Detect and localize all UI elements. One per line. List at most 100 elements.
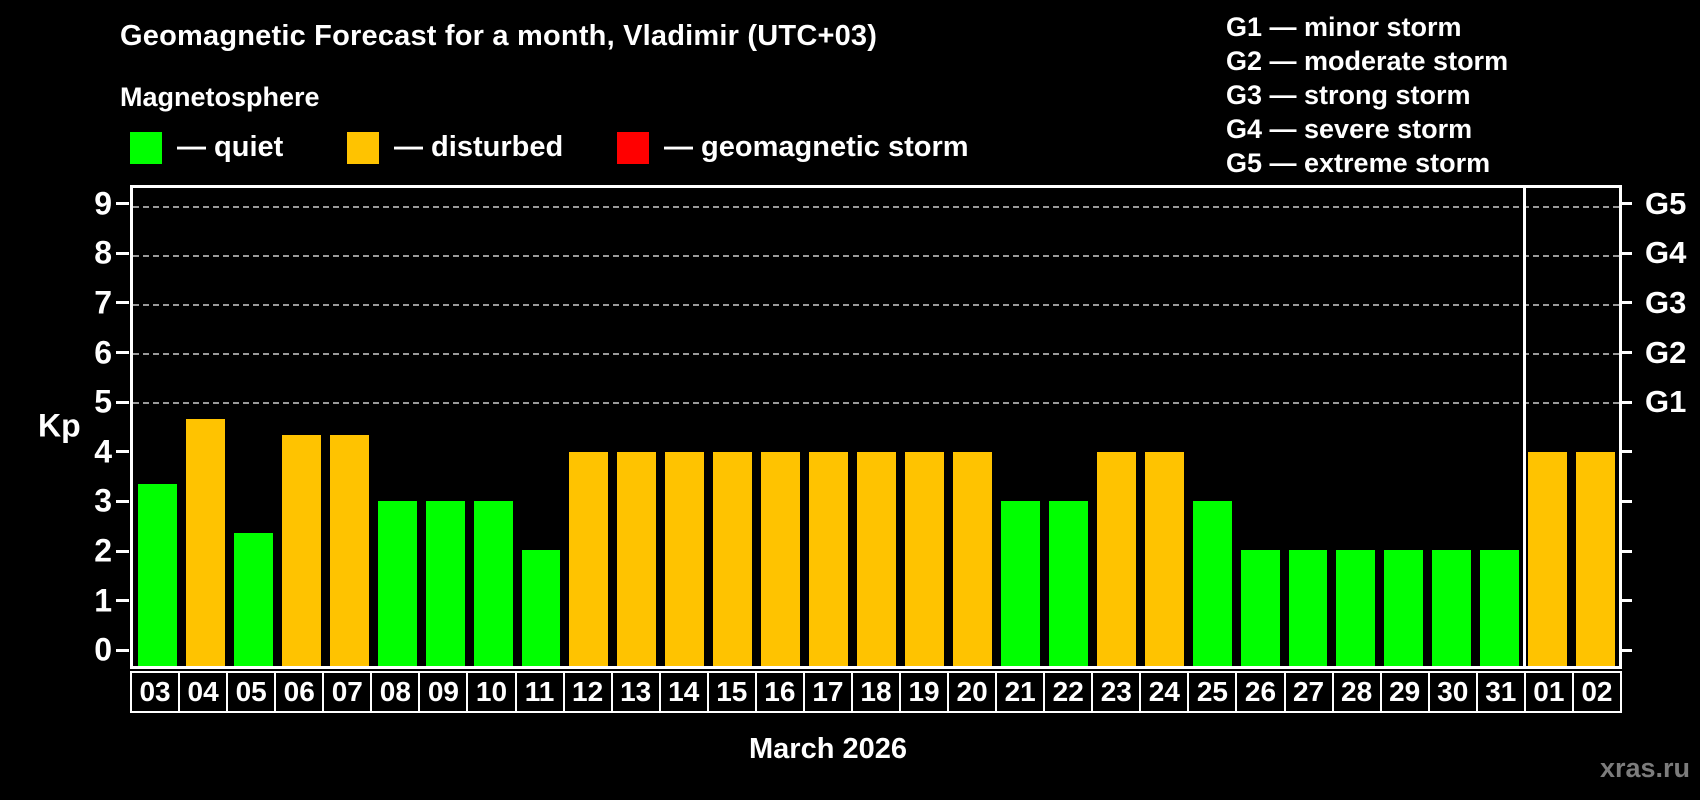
kp-bar-day-25 [1192, 500, 1232, 666]
gridline-kp-7 [133, 304, 1619, 307]
gridline-kp-5 [133, 402, 1619, 405]
kp-bar-day-05 [233, 533, 273, 666]
bar-cell-day-06 [277, 188, 325, 666]
day-label-06: 06 [274, 671, 325, 713]
g-legend-line-g4: G4 — severe storm [1226, 114, 1473, 144]
g-axis-label-g4: G4 [1645, 235, 1687, 271]
day-label-05: 05 [226, 671, 277, 713]
kp-bar-day-03 [138, 484, 177, 666]
kp-bar-day-08 [377, 500, 417, 666]
bar-cell-day-30 [1427, 188, 1475, 666]
g-legend-line-g2: G2 — moderate storm [1226, 46, 1509, 76]
bar-cell-day-02 [1571, 188, 1619, 666]
g-legend-line-g5: G5 — extreme storm [1226, 148, 1491, 178]
g-legend-line-g1: G1 — minor storm [1226, 12, 1462, 42]
right-tick-kp-9 [1619, 202, 1632, 206]
bar-cell-day-19 [900, 188, 948, 666]
kp-bar-day-31 [1480, 549, 1520, 666]
bar-cell-day-11 [517, 188, 565, 666]
left-tick-kp-2 [116, 549, 129, 553]
month-boundary-line [1523, 188, 1527, 666]
right-tick-kp-3 [1619, 499, 1632, 503]
day-label-02: 02 [1571, 671, 1622, 713]
right-tick-kp-0 [1619, 648, 1632, 652]
right-tick-kp-7 [1619, 301, 1632, 305]
kp-bar-day-11 [521, 549, 561, 666]
day-label-28: 28 [1331, 671, 1382, 713]
day-label-22: 22 [1043, 671, 1094, 713]
bar-cell-day-25 [1188, 188, 1236, 666]
day-label-17: 17 [802, 671, 853, 713]
g-axis-label-g3: G3 [1645, 284, 1687, 320]
quiet-color-swatch [130, 131, 162, 164]
y-axis-title: Kp [38, 407, 81, 444]
bar-cell-day-21 [996, 188, 1044, 666]
kp-bars [133, 188, 1619, 666]
day-label-01: 01 [1523, 671, 1574, 713]
day-label-10: 10 [466, 671, 517, 713]
kp-bar-day-27 [1288, 549, 1328, 666]
day-label-19: 19 [899, 671, 950, 713]
kp-bar-day-17 [809, 451, 849, 666]
legend-label-quiet: — quiet [177, 131, 284, 163]
legend-item-disturbed: — disturbed [347, 131, 563, 164]
day-label-21: 21 [995, 671, 1046, 713]
left-tick-kp-1 [116, 599, 129, 603]
bar-cell-day-22 [1044, 188, 1092, 666]
legend-label-disturbed: — disturbed [394, 131, 564, 163]
kp-bar-day-18 [857, 451, 896, 666]
bar-cell-day-01 [1523, 188, 1571, 666]
day-label-20: 20 [947, 671, 998, 713]
storm-color-swatch [617, 131, 649, 164]
bar-cell-day-26 [1236, 188, 1284, 666]
left-tick-kp-3 [116, 499, 129, 503]
bar-cell-day-31 [1475, 188, 1523, 666]
y-tick-label-5: 5 [94, 383, 112, 420]
y-tick-label-7: 7 [94, 284, 112, 321]
y-tick-label-8: 8 [94, 234, 112, 271]
bar-cell-day-16 [756, 188, 804, 666]
y-tick-label-6: 6 [94, 334, 112, 371]
bar-cell-day-24 [1140, 188, 1188, 666]
day-label-08: 08 [370, 671, 421, 713]
g-legend-line-g3: G3 — strong storm [1226, 80, 1471, 110]
kp-bar-day-24 [1144, 451, 1184, 666]
day-label-14: 14 [658, 671, 709, 713]
left-tick-kp-6 [116, 351, 129, 355]
g-axis-label-g5: G5 [1645, 185, 1687, 221]
day-label-25: 25 [1187, 671, 1238, 713]
bar-cell-day-13 [612, 188, 660, 666]
kp-bar-day-16 [761, 451, 801, 666]
bar-cell-day-18 [852, 188, 900, 666]
right-tick-kp-6 [1619, 351, 1632, 355]
day-label-31: 31 [1475, 671, 1526, 713]
kp-bar-day-28 [1336, 549, 1376, 666]
kp-bar-day-14 [665, 451, 705, 666]
day-label-30: 30 [1427, 671, 1478, 713]
kp-bar-day-02 [1576, 451, 1616, 666]
day-label-29: 29 [1379, 671, 1430, 713]
bar-cell-day-27 [1284, 188, 1332, 666]
kp-bar-day-04 [185, 418, 225, 666]
bar-cell-day-14 [660, 188, 708, 666]
day-label-24: 24 [1139, 671, 1190, 713]
kp-bar-day-29 [1384, 549, 1424, 666]
y-tick-label-0: 0 [94, 631, 112, 668]
day-label-09: 09 [418, 671, 469, 713]
day-label-27: 27 [1283, 671, 1334, 713]
g-axis-label-g1: G1 [1645, 384, 1687, 420]
bar-cell-day-15 [708, 188, 756, 666]
y-tick-label-3: 3 [94, 482, 112, 519]
kp-bar-day-13 [617, 451, 657, 666]
left-tick-kp-0 [116, 648, 129, 652]
kp-bar-day-19 [905, 451, 944, 666]
watermark: xras.ru [1599, 753, 1690, 783]
left-tick-kp-5 [116, 400, 129, 404]
chart-subtitle: Magnetosphere [120, 82, 320, 112]
right-tick-kp-5 [1619, 400, 1632, 404]
kp-bar-day-10 [473, 500, 513, 666]
kp-bar-day-15 [713, 451, 753, 666]
day-label-07: 07 [322, 671, 373, 713]
bar-cell-day-07 [325, 188, 373, 666]
